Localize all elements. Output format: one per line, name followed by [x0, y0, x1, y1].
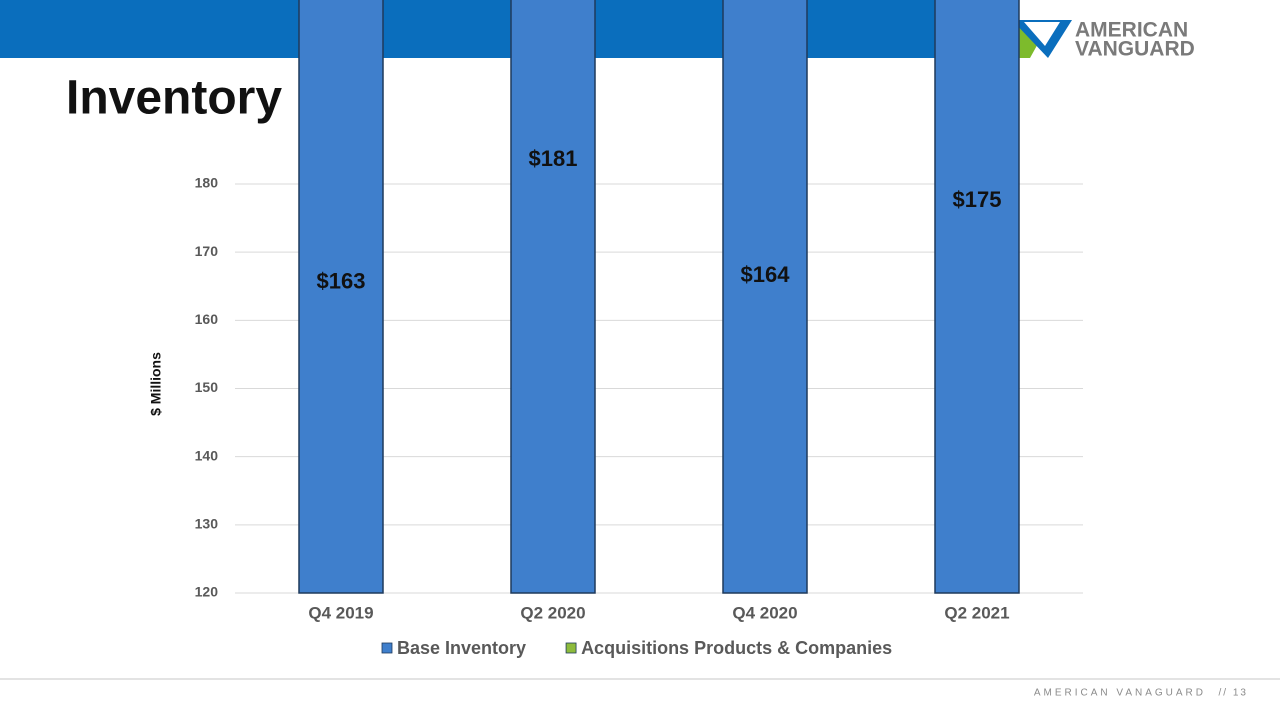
total-label: $175: [953, 187, 1002, 212]
slide-title: Inventory: [66, 72, 282, 125]
x-tick-label: Q2 2020: [520, 603, 585, 622]
y-tick-label: 160: [195, 311, 219, 327]
bar-segment: [722, 0, 808, 594]
y-tick-label: 180: [195, 175, 219, 191]
total-label: $164: [741, 262, 791, 287]
legend-label: Base Inventory: [397, 638, 526, 658]
y-axis-label: $ Millions: [148, 352, 164, 416]
x-tick-label: Q2 2021: [944, 603, 1009, 622]
legend-swatch: [381, 642, 393, 654]
total-label: $181: [529, 146, 578, 171]
y-tick-label: 140: [195, 447, 219, 463]
bar-segment: [934, 0, 1020, 594]
logo-mark: [1024, 22, 1060, 46]
bar-segment: [510, 0, 596, 594]
bar-segment: [298, 0, 384, 594]
footer-text: AMERICAN VANAGUARD: [1034, 688, 1206, 699]
logo: AMERICAN VANGUARD: [996, 19, 1195, 61]
y-tick-label: 130: [195, 516, 219, 532]
total-label: $163: [317, 269, 366, 294]
y-tick-label: 170: [195, 243, 219, 259]
page-number: // 13: [1219, 688, 1248, 699]
y-tick-label: 150: [195, 379, 219, 395]
logo-text: VANGUARD: [1075, 38, 1195, 61]
header-band: [0, 0, 975, 58]
legend-label: Acquisitions Products & Companies: [581, 638, 892, 658]
x-tick-label: Q4 2020: [732, 603, 797, 622]
x-tick-label: Q4 2019: [308, 603, 373, 622]
legend-swatch: [565, 642, 577, 654]
y-tick-label: 120: [195, 584, 219, 600]
logo-text: AMERICAN: [1075, 19, 1188, 42]
